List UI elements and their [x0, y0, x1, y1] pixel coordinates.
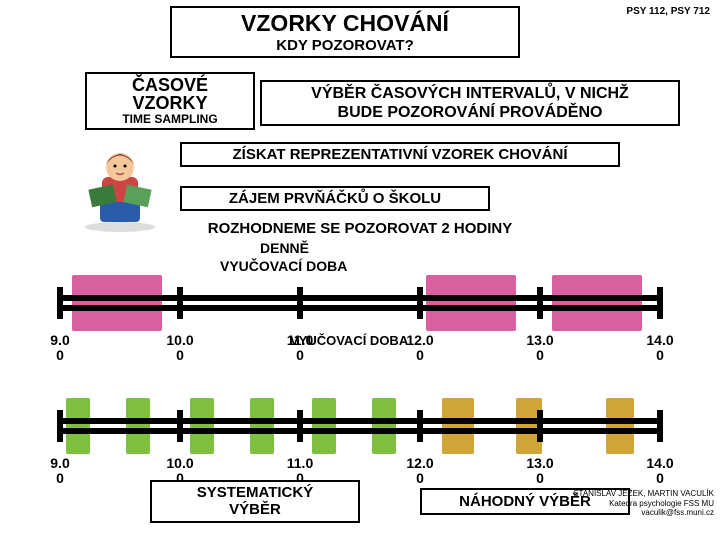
left-main-1: ČASOVÉ: [95, 76, 245, 94]
credits: STANISLAV JEŽEK, MARTIN VACULÍK Katedra …: [573, 489, 714, 518]
timeline2-tick: [297, 410, 303, 442]
timeline1-tick-label: 12.00: [395, 333, 445, 362]
right-box: VÝBĚR ČASOVÝCH INTERVALŮ, V NICHŽ BUDE P…: [260, 80, 680, 126]
timeline1-tick: [177, 287, 183, 319]
timeline2-tick: [537, 410, 543, 442]
timeline2-tick: [57, 410, 63, 442]
timeline2-tick: [417, 410, 423, 442]
title-box: VZORKY CHOVÁNÍ KDY POZOROVAT?: [170, 6, 520, 58]
timeline2-tick-label: 9.00: [35, 456, 85, 485]
sys-l1: SYSTEMATICKÝ: [158, 485, 352, 502]
timeline2-tick: [177, 410, 183, 442]
timeline1-tick-label: 11.00: [275, 333, 325, 362]
timeline1-tick: [417, 287, 423, 319]
left-box: ČASOVÉ VZORKY TIME SAMPLING: [85, 72, 255, 130]
systematic-label: SYSTEMATICKÝ VÝBĚR: [150, 480, 360, 523]
kid-illustration: [70, 142, 170, 232]
timeline2-tick-label: 12.00: [395, 456, 445, 485]
right-l1: VÝBĚR ČASOVÝCH INTERVALŮ, V NICHŽ: [270, 84, 670, 103]
left-main-2: VZORKY: [95, 94, 245, 112]
course-code: PSY 112, PSY 712: [626, 6, 710, 17]
timeline1-tick: [57, 287, 63, 319]
row3: ZÍSKAT REPREZENTATIVNÍ VZOREK CHOVÁNÍ: [180, 142, 620, 167]
timeline2-tick: [657, 410, 663, 442]
sys-l2: VÝBĚR: [158, 502, 352, 519]
credits-l1: STANISLAV JEŽEK, MARTIN VACULÍK: [573, 489, 714, 499]
title-sub: KDY POZOROVAT?: [180, 37, 510, 54]
credits-l2: Katedra psychologie FSS MU: [573, 499, 714, 509]
timeline1-tick-label: 10.00: [155, 333, 205, 362]
timeline1-tick-label: 9.00: [35, 333, 85, 362]
timeline1-tick: [657, 287, 663, 319]
timeline1-tick-label: 14.00: [635, 333, 685, 362]
vyucovaci-doba-top: VYUČOVACÍ DOBA: [220, 258, 347, 274]
timeline-2-rail: [60, 418, 660, 434]
timeline1-tick-label: 13.00: [515, 333, 565, 362]
title-main: VZORKY CHOVÁNÍ: [180, 10, 510, 37]
timeline2-tick-label: 13.00: [515, 456, 565, 485]
timeline2-tick-label: 14.00: [635, 456, 685, 485]
timeline1-tick: [297, 287, 303, 319]
left-sub: TIME SAMPLING: [95, 112, 245, 126]
timeline-1-rail: [60, 295, 660, 311]
right-l2: BUDE POZOROVÁNÍ PROVÁDĚNO: [270, 103, 670, 122]
credits-l3: vaculik@fss.muni.cz: [573, 508, 714, 518]
denne-text: DENNĚ: [260, 240, 309, 256]
timeline1-tick: [537, 287, 543, 319]
row4: ZÁJEM PRVŇÁČKŮ O ŠKOLU: [180, 186, 490, 211]
